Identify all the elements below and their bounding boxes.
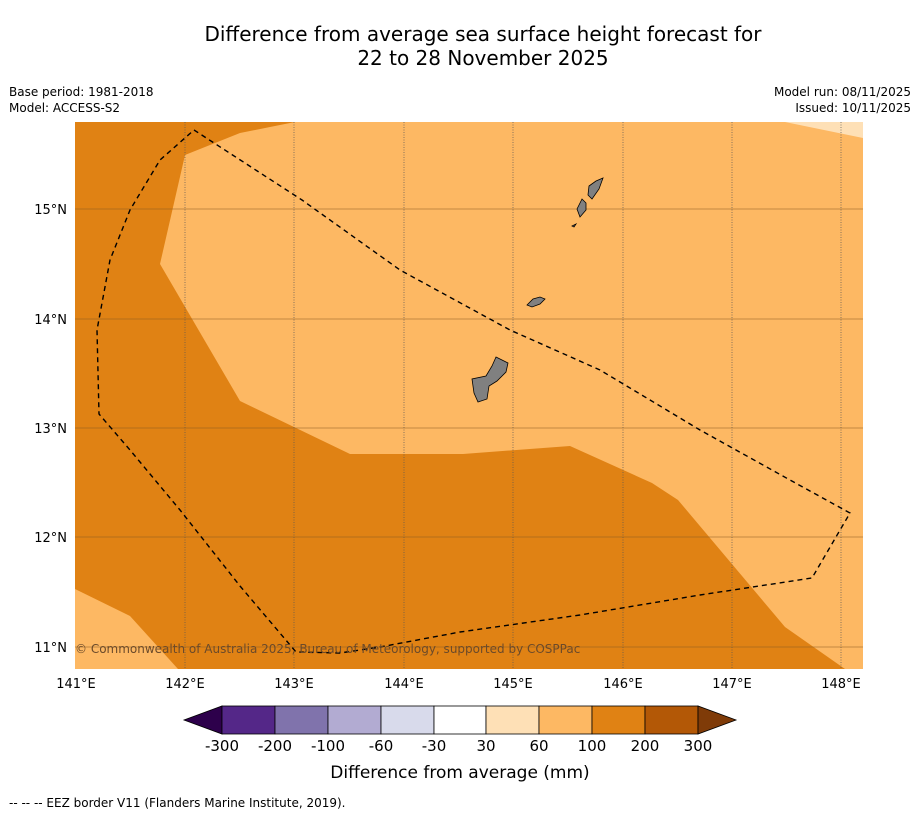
colorbar-tick: -100 (311, 737, 345, 755)
colorbar-tick: 300 (684, 737, 713, 755)
colorbar-extend-high (697, 705, 738, 735)
band-60-100-region (160, 122, 863, 669)
map-area: © Commonwealth of Australia 2025, Bureau… (75, 122, 863, 669)
colorbar (182, 705, 738, 735)
info-left: Base period: 1981-2018 Model: ACCESS-S2 (9, 84, 154, 116)
base-period-text: Base period: 1981-2018 (9, 85, 154, 99)
island-tinian (576, 198, 587, 218)
info-right: Model run: 08/11/2025 Issued: 10/11/2025 (774, 84, 911, 116)
colorbar-segment (644, 705, 699, 735)
lat-label: 14°N (34, 313, 67, 328)
lat-label: 11°N (34, 641, 67, 656)
latitude-lines (75, 208, 863, 648)
colorbar-segment (538, 705, 593, 735)
lon-label: 147°E (712, 677, 752, 692)
eez-footnote: -- -- -- EEZ border V11 (Flanders Marine… (9, 796, 346, 810)
island-saipan (587, 177, 604, 200)
title-line-2: 22 to 28 November 2025 (357, 46, 609, 70)
lat-labels: 15°N 14°N 13°N 12°N 11°N (34, 203, 67, 656)
lon-labels: 141°E 142°E 143°E 144°E 145°E 146°E 147°… (56, 677, 861, 692)
lon-label: 145°E (493, 677, 533, 692)
island-guam (471, 356, 509, 403)
lon-label: 146°E (603, 677, 643, 692)
colorbar-segment (274, 705, 329, 735)
colorbar-segment (327, 705, 382, 735)
lat-label: 13°N (34, 422, 67, 437)
colorbar-tick: -200 (258, 737, 292, 755)
islands (471, 177, 604, 403)
title-line-1: Difference from average sea surface heig… (204, 22, 762, 46)
band-30-60-region (785, 122, 863, 138)
island-rota (526, 296, 546, 308)
lon-label: 144°E (384, 677, 424, 692)
colorbar-segment (485, 705, 540, 735)
eez-border (96, 129, 851, 654)
chart-title: Difference from average sea surface heig… (0, 22, 919, 70)
colorbar-tick: -30 (422, 737, 447, 755)
colorbar-tick: 60 (529, 737, 548, 755)
colorbar-segment (380, 705, 435, 735)
colorbar-tick: -300 (205, 737, 239, 755)
colorbar-tick: 30 (476, 737, 495, 755)
lon-label: 148°E (821, 677, 861, 692)
lat-label: 15°N (34, 203, 67, 218)
lon-label: 143°E (274, 677, 314, 692)
model-text: Model: ACCESS-S2 (9, 101, 121, 115)
copyright-text: © Commonwealth of Australia 2025, Bureau… (75, 642, 580, 656)
colorbar-label: Difference from average (mm) (330, 763, 589, 783)
colorbar-segment (221, 705, 276, 735)
colorbar-extend-low (182, 705, 223, 735)
graticule (184, 122, 842, 669)
model-run-text: Model run: 08/11/2025 (773, 85, 911, 99)
lat-label: 12°N (34, 531, 67, 546)
issued-text: Issued: 10/11/2025 (795, 101, 911, 115)
lon-label: 142°E (165, 677, 205, 692)
colorbar-tick: 100 (578, 737, 607, 755)
colorbar-segment (591, 705, 646, 735)
lon-label: 141°E (56, 677, 96, 692)
island-aguijan (571, 222, 578, 228)
colorbar-tick: -60 (369, 737, 394, 755)
band-60-100-corner (75, 589, 178, 669)
colorbar-tick: 200 (631, 737, 660, 755)
colorbar-ticks: -300 -200 -100 -60 -30 30 60 100 200 300 (205, 737, 712, 755)
colorbar-segment (433, 705, 487, 735)
